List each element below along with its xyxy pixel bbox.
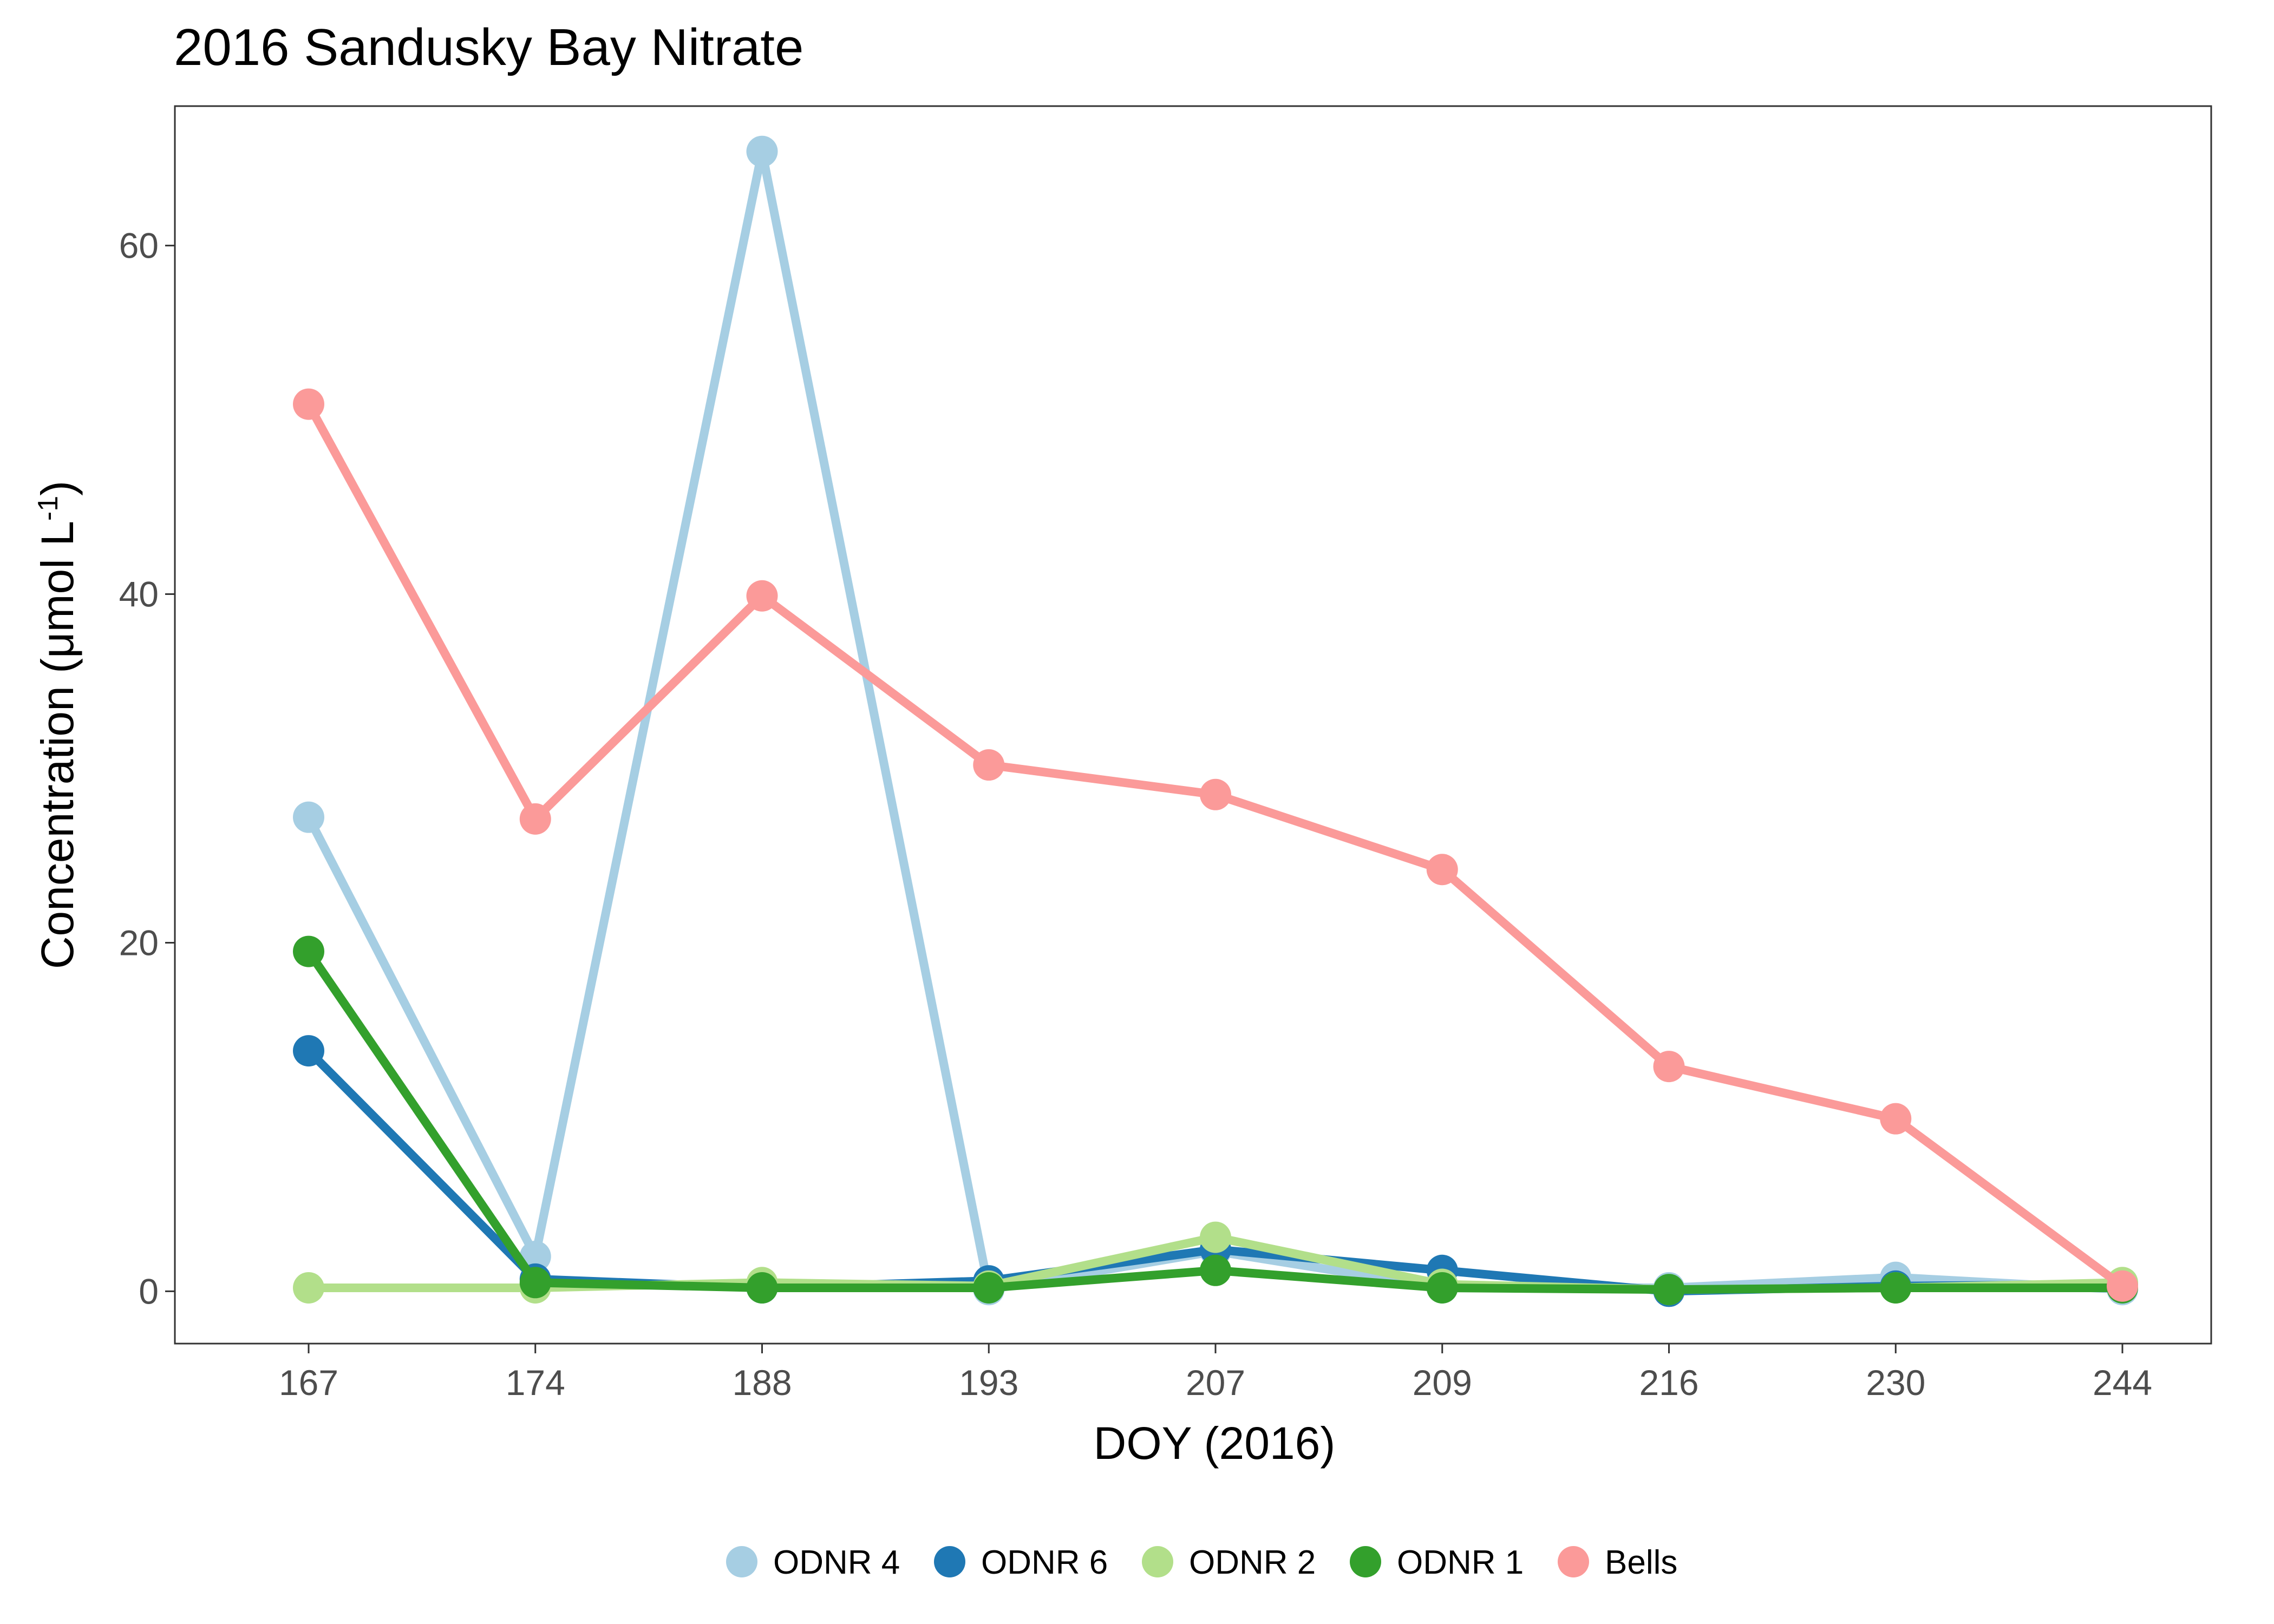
- legend-item: ODNR 1: [1350, 1544, 1524, 1581]
- data-point: [1880, 1103, 1912, 1135]
- x-axis: 167 174 188 193 207 209 216 230 244: [279, 1344, 2152, 1403]
- data-point: [293, 801, 324, 833]
- data-point: [293, 1035, 324, 1067]
- legend-label: ODNR 2: [1189, 1544, 1316, 1581]
- y-tick-label: 0: [139, 1271, 159, 1311]
- series-bells: [293, 388, 2138, 1302]
- legend-key: [1558, 1546, 1589, 1577]
- series-layer: [293, 135, 2138, 1307]
- legend-item: ODNR 2: [1142, 1544, 1316, 1581]
- x-tick-label: 207: [1186, 1363, 1245, 1403]
- data-point: [293, 935, 324, 967]
- data-point: [293, 388, 324, 420]
- data-point: [746, 1272, 778, 1304]
- x-tick-label: 174: [506, 1363, 565, 1403]
- data-point: [1426, 1272, 1458, 1304]
- y-tick-label: 60: [119, 226, 159, 266]
- data-point: [973, 1272, 1005, 1304]
- legend-key: [726, 1546, 757, 1577]
- plot-panel: [174, 105, 2212, 1345]
- y-axis-title: Concentration (μmol L-1): [32, 481, 83, 969]
- data-point: [973, 749, 1005, 781]
- x-tick-label: 188: [732, 1363, 792, 1403]
- data-point: [1880, 1272, 1912, 1304]
- legend-label: ODNR 6: [981, 1544, 1108, 1581]
- data-point: [1653, 1274, 1685, 1306]
- data-point: [293, 1272, 324, 1304]
- data-point: [1426, 854, 1458, 886]
- legend: ODNR 4 ODNR 6 ODNR 2 ODNR 1 Bells: [726, 1544, 1677, 1581]
- y-axis-title-main: Concentration (μmol L: [32, 521, 83, 969]
- chart-title: 2016 Sandusky Bay Nitrate: [174, 18, 803, 76]
- x-tick-label: 167: [279, 1363, 338, 1403]
- y-axis: 0 20 40 60: [119, 226, 175, 1311]
- legend-label: Bells: [1605, 1544, 1677, 1581]
- data-point: [1200, 778, 1231, 810]
- data-point: [519, 1267, 551, 1299]
- x-tick-label: 230: [1866, 1363, 1925, 1403]
- data-point: [1653, 1051, 1685, 1083]
- y-tick-label: 40: [119, 574, 159, 614]
- legend-key: [1142, 1546, 1173, 1577]
- x-tick-label: 193: [959, 1363, 1018, 1403]
- y-tick-label: 20: [119, 922, 159, 962]
- legend-label: ODNR 1: [1397, 1544, 1524, 1581]
- legend-item: Bells: [1558, 1544, 1677, 1581]
- data-point: [1200, 1221, 1231, 1253]
- data-point: [2107, 1270, 2138, 1302]
- legend-label: ODNR 4: [773, 1544, 900, 1581]
- series-odnr-1: [293, 935, 2138, 1306]
- data-point: [746, 135, 778, 167]
- x-axis-title: DOY (2016): [1094, 1418, 1336, 1469]
- y-axis-title-close: ): [32, 481, 83, 496]
- legend-key: [1350, 1546, 1381, 1577]
- y-axis-title-superscript: -1: [32, 496, 64, 521]
- data-point: [1200, 1254, 1231, 1286]
- data-point: [519, 803, 551, 835]
- x-tick-label: 209: [1413, 1363, 1472, 1403]
- data-point: [746, 580, 778, 612]
- x-tick-label: 244: [2093, 1363, 2152, 1403]
- legend-item: ODNR 6: [934, 1544, 1108, 1581]
- x-tick-label: 216: [1639, 1363, 1698, 1403]
- legend-key: [934, 1546, 965, 1577]
- legend-item: ODNR 4: [726, 1544, 900, 1581]
